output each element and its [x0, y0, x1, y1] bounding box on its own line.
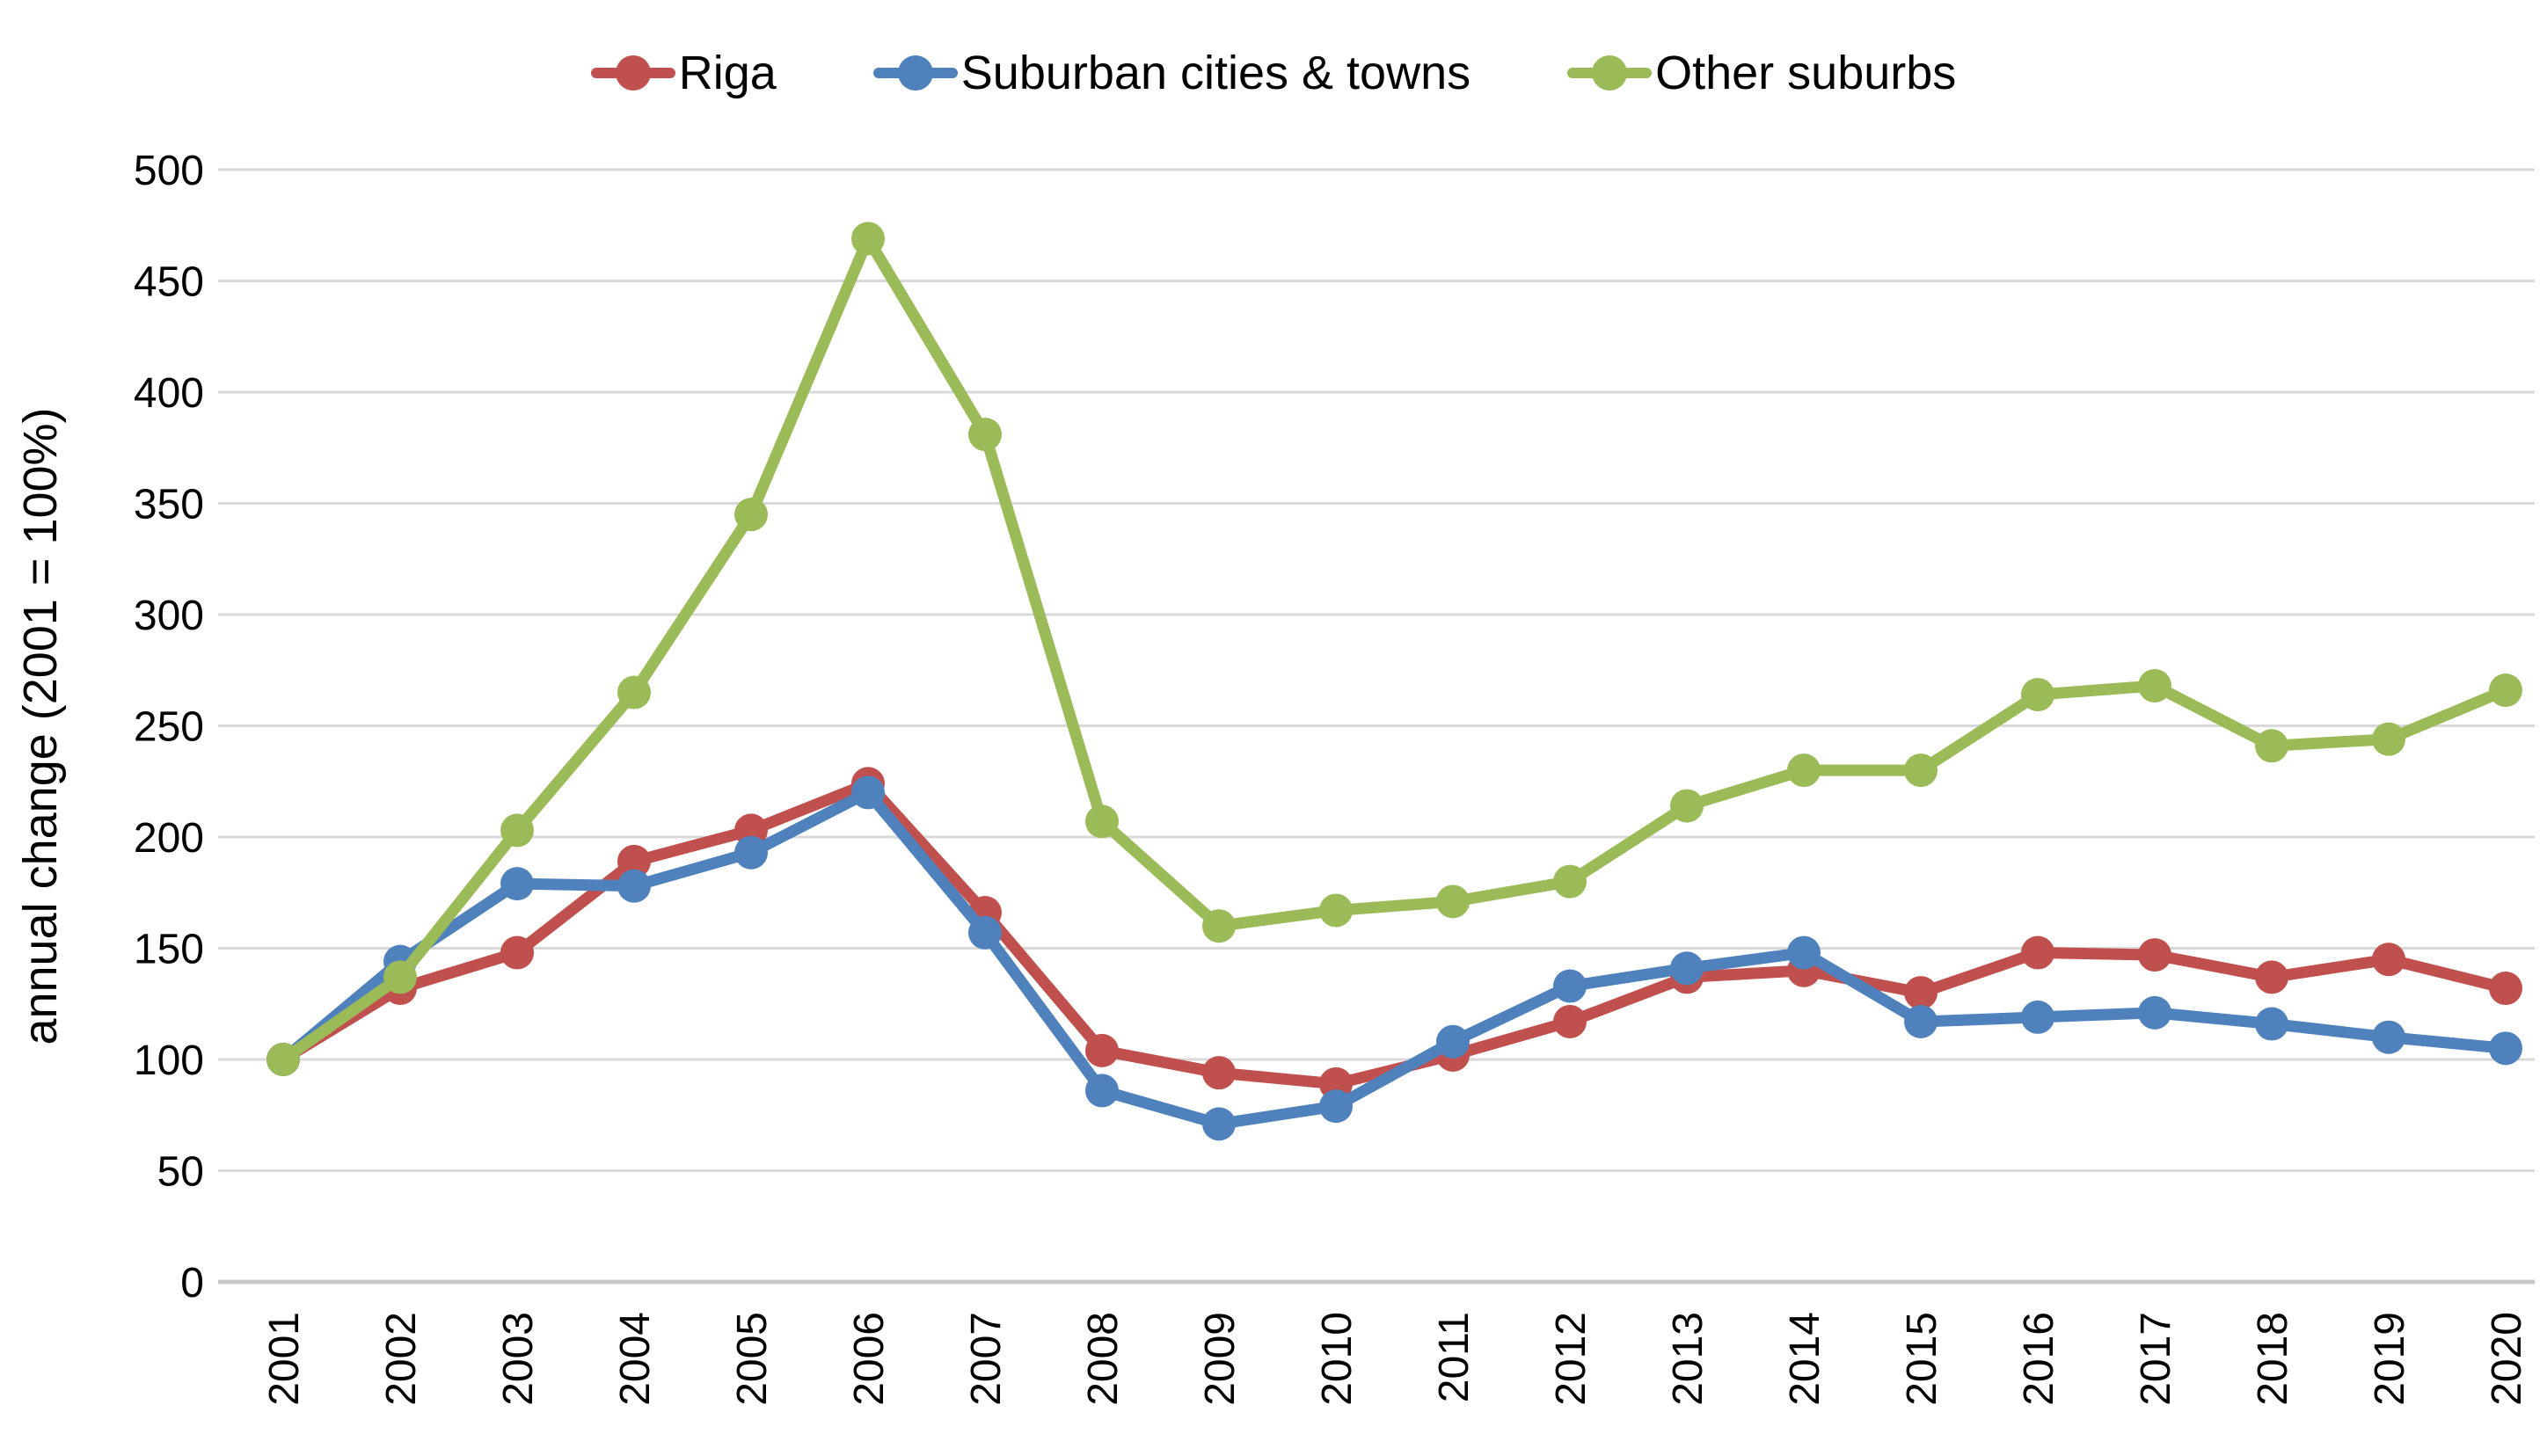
x-tick-label: 2009	[1197, 1312, 1244, 1406]
data-point	[383, 960, 417, 994]
data-point	[1904, 976, 1938, 1010]
x-tick-label: 2007	[963, 1312, 1010, 1406]
data-point	[1553, 969, 1587, 1003]
data-point	[2021, 1000, 2054, 1034]
series-line	[277, 786, 2512, 1130]
data-point	[1085, 1033, 1119, 1067]
legend-item: Suburban cities & towns	[872, 46, 1471, 100]
data-point	[851, 222, 885, 256]
legend-label: Suburban cities & towns	[960, 47, 1471, 99]
y-tick-label: 350	[134, 482, 204, 528]
y-tick-label: 0	[180, 1260, 204, 1307]
x-tick-label: 2020	[2484, 1312, 2530, 1406]
data-point	[1202, 1107, 1236, 1141]
x-tick-label: 2002	[378, 1312, 425, 1406]
x-tick-label: 2003	[495, 1312, 542, 1406]
data-point	[1319, 1089, 1353, 1124]
y-tick-label: 250	[134, 704, 204, 751]
data-point	[500, 813, 534, 848]
data-point	[2138, 995, 2171, 1030]
data-point	[1553, 864, 1587, 899]
legend-label: Other suburbs	[1655, 47, 1957, 99]
x-tick-label: 2005	[729, 1312, 776, 1406]
data-point	[1085, 804, 1119, 839]
data-point	[617, 869, 651, 903]
data-point	[500, 935, 534, 970]
y-tick-label: 50	[157, 1149, 204, 1196]
data-point	[2255, 960, 2288, 994]
data-point	[1670, 789, 1704, 823]
chart-legend: Riga Suburban cities & towns Other suburbs	[0, 46, 2547, 100]
data-point	[1904, 1004, 1938, 1038]
x-tick-label: 2019	[2367, 1312, 2413, 1406]
data-point	[2021, 678, 2054, 712]
data-point	[500, 867, 534, 901]
legend-marker-icon	[872, 55, 958, 91]
data-point	[1202, 909, 1236, 943]
data-point	[734, 498, 768, 532]
data-point	[266, 1043, 300, 1076]
data-point	[1553, 1004, 1587, 1038]
y-axis-title: annual change (2001 = 100%)	[14, 407, 67, 1045]
x-tick-label: 2001	[261, 1312, 308, 1406]
x-tick-label: 2017	[2133, 1312, 2179, 1406]
data-point	[2489, 972, 2522, 1006]
data-point	[968, 915, 1002, 950]
data-point	[734, 835, 768, 870]
data-point	[968, 418, 1002, 452]
y-tick-label: 450	[134, 259, 204, 306]
y-tick-label: 300	[134, 593, 204, 639]
data-point	[1787, 753, 1821, 788]
data-point	[617, 844, 651, 878]
x-tick-label: 2008	[1080, 1312, 1127, 1406]
data-point	[617, 675, 651, 710]
data-point	[2021, 935, 2054, 970]
data-point	[2489, 673, 2522, 708]
legend-marker-icon	[590, 55, 675, 91]
data-point	[1904, 753, 1938, 788]
x-tick-label: 2016	[2016, 1312, 2062, 1406]
data-point	[2255, 1007, 2288, 1041]
x-tick-label: 2013	[1665, 1312, 1711, 1406]
x-tick-label: 2004	[612, 1312, 659, 1406]
data-point	[1436, 1024, 1470, 1059]
data-point	[2372, 1020, 2405, 1054]
data-point	[1436, 885, 1470, 919]
data-point	[851, 775, 885, 810]
data-point	[2372, 722, 2405, 756]
data-point	[2138, 668, 2171, 703]
data-point	[1085, 1074, 1119, 1108]
data-point	[2138, 938, 2171, 972]
y-tick-label: 400	[134, 370, 204, 417]
x-tick-label: 2012	[1548, 1312, 1595, 1406]
y-tick-label: 500	[134, 148, 204, 194]
data-point	[2372, 943, 2405, 977]
legend-item: Riga	[590, 46, 777, 100]
x-tick-label: 2010	[1314, 1312, 1361, 1406]
x-tick-label: 2011	[1431, 1312, 1478, 1402]
data-point	[2255, 729, 2288, 763]
x-tick-label: 2015	[1899, 1312, 1945, 1406]
x-tick-label: 2006	[846, 1312, 893, 1406]
data-point	[1787, 935, 1821, 970]
y-tick-label: 150	[134, 927, 204, 973]
data-point	[1319, 893, 1353, 928]
series-line	[277, 232, 2512, 1066]
legend-marker-icon	[1567, 55, 1653, 91]
y-tick-label: 200	[134, 815, 204, 862]
legend-item: Other suburbs	[1567, 46, 1956, 100]
legend-label: Riga	[678, 47, 777, 99]
series-line	[277, 777, 2512, 1090]
x-tick-label: 2018	[2250, 1312, 2296, 1406]
y-tick-label: 100	[134, 1037, 204, 1084]
x-tick-label: 2014	[1782, 1312, 1828, 1406]
data-point	[2489, 1031, 2522, 1066]
data-point	[1670, 951, 1704, 986]
data-point	[1202, 1056, 1236, 1090]
